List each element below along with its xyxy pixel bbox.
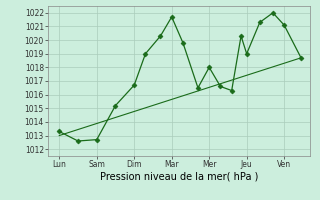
X-axis label: Pression niveau de la mer( hPa ): Pression niveau de la mer( hPa ) [100,172,258,182]
